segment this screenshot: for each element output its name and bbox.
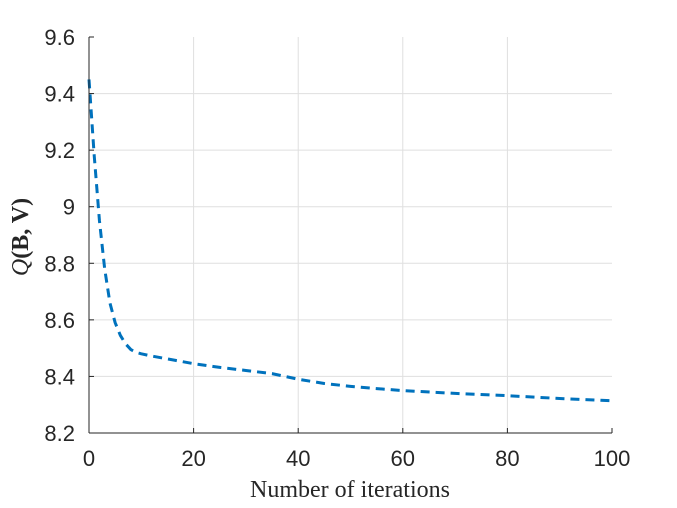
tick-labels: 0 20 40 60 80 100 8.2 8.4 8.6 8.8 9 9.2 9.4 9.6	[44, 25, 630, 471]
x-axis-title: Number of iterations	[250, 477, 450, 503]
y-axis-title-args: (B, V)	[8, 198, 34, 259]
x-tick-label: 60	[391, 446, 415, 471]
y-tick-label: 9.6	[44, 25, 75, 50]
y-axis-title: Q(B, V)	[8, 198, 34, 276]
y-axis-title-symbol: Q	[8, 259, 34, 276]
x-tick-label: 80	[495, 446, 519, 471]
series-layer	[87, 79, 613, 403]
y-tick-label: 8.2	[44, 421, 75, 446]
x-tick-label: 40	[286, 446, 310, 471]
x-tick-label: 0	[83, 446, 95, 471]
y-tick-label: 8.6	[44, 308, 75, 333]
axes	[88, 36, 613, 434]
y-tick-label: 9	[63, 195, 75, 220]
grid	[89, 37, 612, 433]
y-tick-label: 9.2	[44, 138, 75, 163]
x-tick-label: 20	[181, 446, 205, 471]
y-tick-label: 9.4	[44, 82, 75, 107]
x-tick-label: 100	[594, 446, 631, 471]
series-line	[87, 79, 613, 403]
y-tick-label: 8.8	[44, 251, 75, 276]
y-tick-label: 8.4	[44, 364, 75, 389]
